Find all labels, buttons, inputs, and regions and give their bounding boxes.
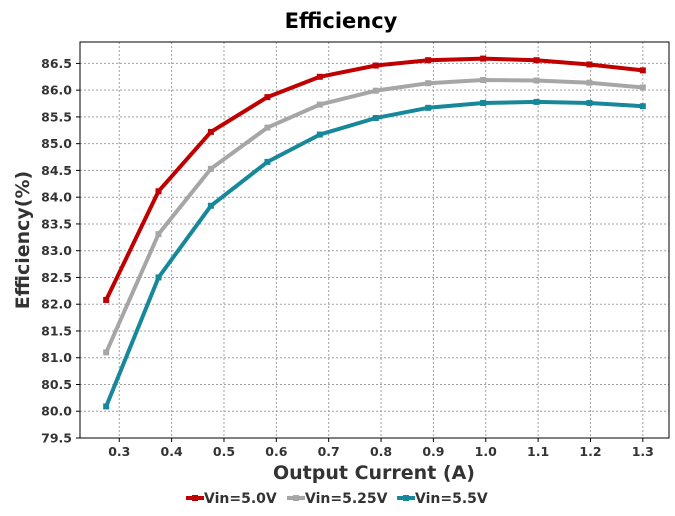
- x-tick-label: 1.1: [527, 444, 549, 459]
- legend-label: Vin=5.5V: [415, 491, 488, 507]
- data-point: [586, 79, 593, 86]
- legend-marker: [293, 495, 299, 501]
- x-tick-label: 0.3: [108, 444, 130, 459]
- data-point: [264, 158, 271, 165]
- x-tick-label: 0.6: [265, 444, 287, 459]
- data-point: [316, 131, 323, 138]
- y-tick-label: 85.0: [41, 136, 72, 151]
- y-tick-label: 80.5: [41, 377, 72, 392]
- y-tick-label: 83.0: [41, 243, 72, 258]
- data-point: [207, 128, 214, 135]
- y-tick-label: 81.0: [41, 350, 72, 365]
- y-tick-label: 79.5: [41, 431, 72, 446]
- data-point: [533, 57, 540, 64]
- data-point: [372, 114, 379, 121]
- data-point: [639, 84, 646, 91]
- chart-title: Efficiency: [285, 9, 398, 33]
- data-point: [425, 80, 432, 87]
- data-point: [316, 73, 323, 80]
- x-tick-label: 0.9: [422, 444, 444, 459]
- data-point: [480, 55, 487, 62]
- x-tick-label: 1.3: [632, 444, 654, 459]
- y-tick-label: 83.5: [41, 216, 72, 231]
- x-tick-label: 0.8: [370, 444, 392, 459]
- y-tick-label: 82.5: [41, 270, 72, 285]
- series-line: [104, 56, 644, 301]
- data-point: [103, 403, 110, 410]
- data-point: [639, 103, 646, 110]
- data-point: [425, 104, 432, 111]
- data-point: [155, 231, 162, 238]
- plot-area-frame: [79, 41, 670, 439]
- y-tick-label: 82.0: [41, 297, 72, 312]
- y-tick-label: 81.5: [41, 323, 72, 338]
- data-point: [264, 124, 271, 131]
- y-axis-label: Efficiency(%): [12, 171, 34, 309]
- legend: Vin=5.0V Vin=5.25V Vin=5.5V: [186, 491, 488, 507]
- data-point: [425, 57, 432, 64]
- data-point: [639, 67, 646, 74]
- y-tick-label: 84.0: [41, 190, 72, 205]
- data-point: [533, 77, 540, 84]
- data-point: [103, 296, 110, 303]
- legend-marker: [192, 495, 198, 501]
- y-tick-label: 86.0: [41, 83, 72, 98]
- data-point: [586, 61, 593, 68]
- data-point: [103, 349, 110, 356]
- data-point: [155, 274, 162, 281]
- x-tick-label: 1.2: [579, 444, 601, 459]
- series-1: [103, 55, 646, 303]
- x-axis-label: Output Current (A): [273, 462, 475, 484]
- data-point: [533, 98, 540, 105]
- data-point: [264, 94, 271, 101]
- data-point: [480, 100, 487, 107]
- series-lines: [103, 55, 646, 410]
- data-point: [586, 100, 593, 107]
- data-point: [480, 76, 487, 83]
- data-point: [316, 101, 323, 108]
- legend-item-3: Vin=5.5V: [397, 491, 488, 507]
- x-tick-label: 0.7: [318, 444, 340, 459]
- y-tick-label: 84.5: [41, 163, 72, 178]
- legend-item-2: Vin=5.25V: [287, 491, 388, 507]
- series-line: [104, 99, 643, 408]
- data-point: [207, 202, 214, 209]
- legend-label: Vin=5.25V: [305, 491, 388, 507]
- series-3: [103, 98, 646, 410]
- legend-label: Vin=5.0V: [204, 491, 277, 507]
- data-point: [372, 87, 379, 94]
- series-2: [103, 76, 646, 356]
- y-tick-label: 85.5: [41, 109, 72, 124]
- x-tick-label: 0.5: [213, 444, 235, 459]
- legend-marker: [403, 495, 409, 501]
- x-tick-label: 0.4: [161, 444, 183, 459]
- data-point: [155, 188, 162, 195]
- legend-item-1: Vin=5.0V: [186, 491, 277, 507]
- x-tick-label: 1.0: [475, 444, 497, 459]
- y-tick-label: 86.5: [41, 56, 72, 71]
- y-tick-label: 80.0: [41, 404, 72, 419]
- axis-ticks: 0.3 0.4 0.5 0.6 0.7 0.8 0.9 1.0 1.1 1.2 1.3 79.5 80.…: [41, 56, 654, 459]
- data-point: [207, 165, 214, 172]
- data-point: [372, 62, 379, 69]
